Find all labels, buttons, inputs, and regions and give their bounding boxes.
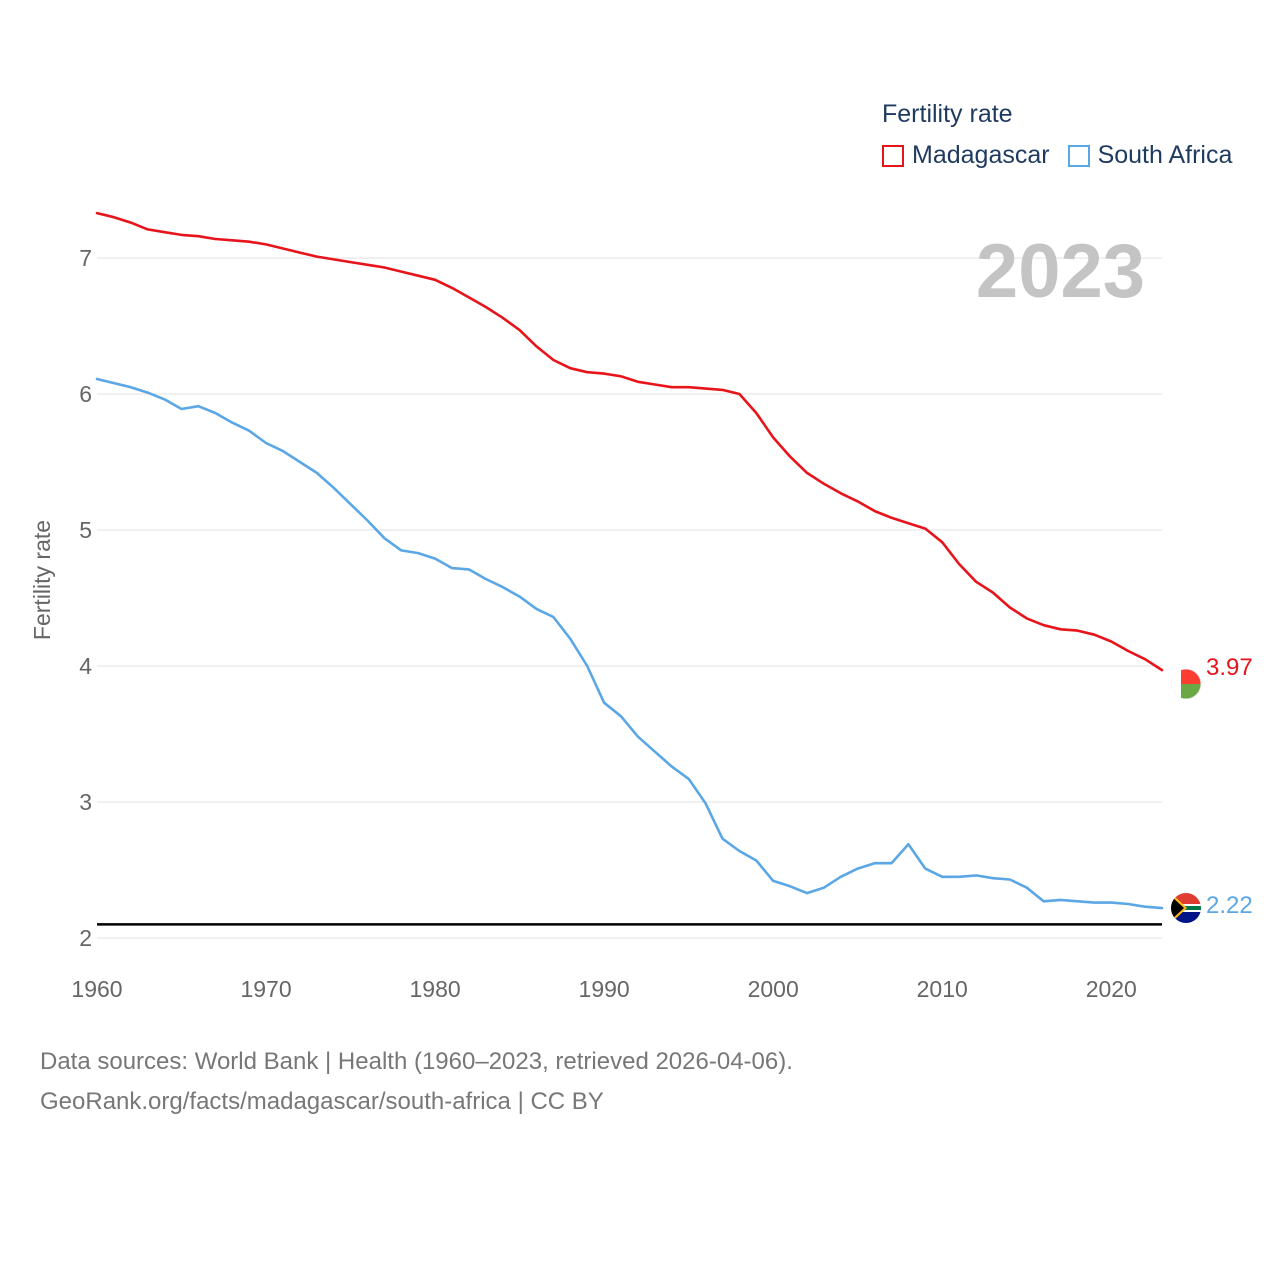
south-africa-flag-icon — [1171, 893, 1201, 923]
x-tick-label: 1980 — [410, 976, 461, 1002]
legend-swatch-south-africa — [1067, 144, 1090, 167]
legend-label-madagascar: Madagascar — [912, 141, 1050, 169]
end-label-madagascar: 3.97 — [1206, 654, 1253, 681]
x-tick-label: 2010 — [917, 976, 968, 1002]
data-sources: Data sources: World Bank | Health (1960–… — [40, 1048, 793, 1075]
x-tick-label: 2000 — [748, 976, 799, 1002]
y-axis-ticks: 2 3 4 5 6 7 — [79, 245, 92, 951]
y-tick-label: 6 — [79, 381, 92, 407]
y-tick-label: 2 — [79, 925, 92, 951]
legend: Fertility rate Madagascar South Africa — [882, 100, 1250, 170]
y-tick-label: 3 — [79, 789, 92, 815]
x-axis-ticks: 1960 1970 1980 1990 2000 2010 2020 — [71, 976, 1136, 1002]
madagascar-flag-icon — [1171, 669, 1201, 699]
footer: Data sources: World Bank | Health (1960–… — [40, 1042, 793, 1122]
year-label: 2023 — [975, 229, 1145, 314]
gridlines — [97, 257, 1162, 939]
x-tick-label: 1990 — [579, 976, 630, 1002]
series-line-south-africa — [95, 377, 1164, 910]
end-label-south-africa: 2.22 — [1206, 892, 1253, 919]
legend-label-south-africa: South Africa — [1097, 141, 1233, 169]
series-line-madagascar — [95, 211, 1164, 672]
series-group: 3.97 2.22 — [95, 211, 1253, 919]
y-tick-label: 4 — [79, 653, 92, 679]
y-axis-label: Fertility rate — [29, 520, 55, 640]
x-tick-label: 2020 — [1086, 976, 1137, 1002]
legend-item-madagascar[interactable]: Madagascar — [882, 141, 1050, 170]
legend-title: Fertility rate — [882, 100, 1013, 128]
legend-swatch-madagascar — [882, 144, 904, 167]
y-tick-label: 7 — [79, 245, 92, 271]
x-tick-label: 1970 — [240, 976, 291, 1002]
y-tick-label: 5 — [79, 517, 92, 543]
x-tick-label: 1960 — [71, 976, 122, 1002]
legend-item-south-africa[interactable]: South Africa — [1067, 141, 1233, 170]
source-link[interactable]: GeoRank.org/facts/madagascar/south-afric… — [40, 1088, 604, 1115]
